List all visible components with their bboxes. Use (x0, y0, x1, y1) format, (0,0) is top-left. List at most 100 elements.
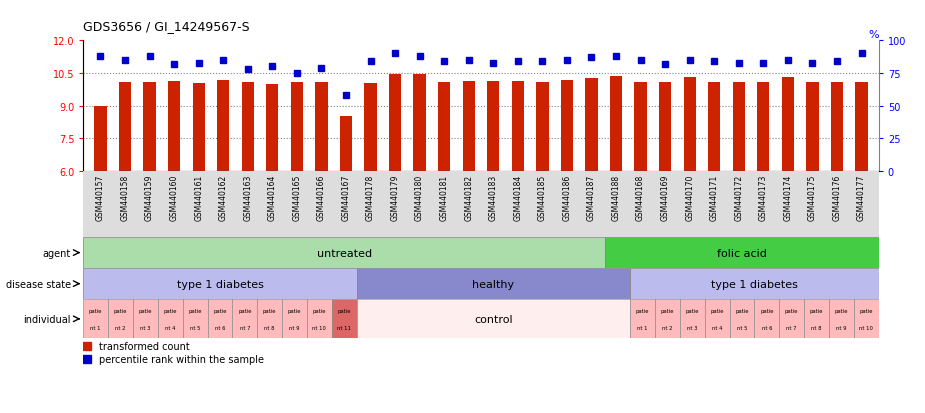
Text: patie: patie (859, 308, 873, 313)
Text: nt 9: nt 9 (836, 325, 846, 330)
Text: GSM440184: GSM440184 (513, 175, 523, 221)
Bar (635, 83, 647, 171)
Text: GSM440164: GSM440164 (268, 175, 277, 221)
Text: nt 4: nt 4 (165, 325, 176, 330)
Text: GSM440167: GSM440167 (341, 175, 351, 221)
Text: agent: agent (43, 248, 71, 258)
Text: GSM440168: GSM440168 (636, 175, 645, 221)
Bar (266, 85, 278, 171)
Text: GSM440172: GSM440172 (734, 175, 744, 221)
Text: GSM440161: GSM440161 (194, 175, 204, 221)
Text: nt 1: nt 1 (91, 325, 101, 330)
Bar (807, 83, 819, 171)
Text: patie: patie (238, 308, 252, 313)
Text: nt 1: nt 1 (637, 325, 647, 330)
Text: patie: patie (760, 308, 773, 313)
Text: patie: patie (785, 308, 798, 313)
Bar (357, 268, 630, 299)
Text: patie: patie (263, 308, 277, 313)
Bar (733, 83, 745, 171)
Bar (462, 81, 475, 171)
Text: GSM440185: GSM440185 (537, 175, 547, 221)
Text: patie: patie (735, 308, 748, 313)
Bar (413, 75, 426, 171)
Text: patie: patie (710, 308, 724, 313)
Bar (758, 83, 770, 171)
Text: GSM440159: GSM440159 (145, 175, 154, 221)
Text: patie: patie (834, 308, 848, 313)
Bar (192, 83, 204, 171)
Bar (118, 83, 131, 171)
Bar (83, 268, 357, 299)
Text: nt 10: nt 10 (859, 325, 873, 330)
Text: GSM440171: GSM440171 (709, 175, 719, 221)
Bar (315, 83, 327, 171)
Text: GSM440188: GSM440188 (611, 175, 621, 221)
Text: patie: patie (89, 308, 103, 313)
Text: GSM440166: GSM440166 (317, 175, 326, 221)
Bar (332, 299, 357, 339)
Bar (94, 106, 106, 171)
Bar (655, 299, 680, 339)
Bar (680, 299, 705, 339)
Text: patie: patie (635, 308, 649, 313)
Bar (257, 299, 282, 339)
Text: GSM440165: GSM440165 (292, 175, 302, 221)
Text: disease state: disease state (6, 279, 71, 289)
Bar (684, 78, 696, 171)
Text: patie: patie (164, 308, 177, 313)
Text: GSM440180: GSM440180 (415, 175, 425, 221)
Text: nt 8: nt 8 (265, 325, 275, 330)
Bar (207, 299, 232, 339)
Bar (339, 117, 352, 171)
Bar (856, 83, 868, 171)
Text: nt 6: nt 6 (761, 325, 772, 330)
Bar (512, 81, 524, 171)
Text: GSM440179: GSM440179 (390, 175, 400, 221)
Text: folic acid: folic acid (717, 248, 767, 258)
Text: GSM440178: GSM440178 (366, 175, 375, 221)
Bar (438, 83, 450, 171)
Text: GSM440158: GSM440158 (120, 175, 130, 221)
Text: GSM440175: GSM440175 (808, 175, 817, 221)
Text: nt 9: nt 9 (290, 325, 300, 330)
Text: type 1 diabetes: type 1 diabetes (711, 279, 798, 289)
Bar (782, 78, 794, 171)
Bar (83, 171, 879, 237)
Bar (282, 299, 307, 339)
Text: type 1 diabetes: type 1 diabetes (177, 279, 264, 289)
Bar (232, 299, 257, 339)
Bar (307, 299, 332, 339)
Bar (779, 299, 804, 339)
Text: GSM440182: GSM440182 (464, 175, 474, 221)
Text: GSM440169: GSM440169 (660, 175, 670, 221)
Bar (217, 80, 229, 171)
Bar (610, 77, 623, 171)
Bar (290, 83, 303, 171)
Text: GSM440162: GSM440162 (218, 175, 228, 221)
Text: nt 4: nt 4 (712, 325, 722, 330)
Bar (586, 79, 598, 171)
Text: GSM440163: GSM440163 (243, 175, 253, 221)
Bar (364, 83, 376, 171)
Text: healthy: healthy (473, 279, 514, 289)
Bar (605, 237, 879, 268)
Text: nt 7: nt 7 (240, 325, 250, 330)
Text: GDS3656 / GI_14249567-S: GDS3656 / GI_14249567-S (83, 20, 250, 33)
Text: GSM440174: GSM440174 (783, 175, 793, 221)
Bar (83, 299, 108, 339)
Bar (83, 237, 605, 268)
Bar (854, 299, 879, 339)
Text: patie: patie (338, 308, 351, 313)
Text: %: % (869, 30, 879, 40)
Bar (133, 299, 158, 339)
Text: patie: patie (139, 308, 152, 313)
Bar (168, 81, 180, 171)
Bar (561, 80, 574, 171)
Text: individual: individual (23, 314, 71, 324)
Text: patie: patie (288, 308, 302, 313)
Text: nt 2: nt 2 (662, 325, 672, 330)
Text: GSM440186: GSM440186 (562, 175, 572, 221)
Bar (143, 83, 155, 171)
Text: control: control (475, 314, 512, 324)
